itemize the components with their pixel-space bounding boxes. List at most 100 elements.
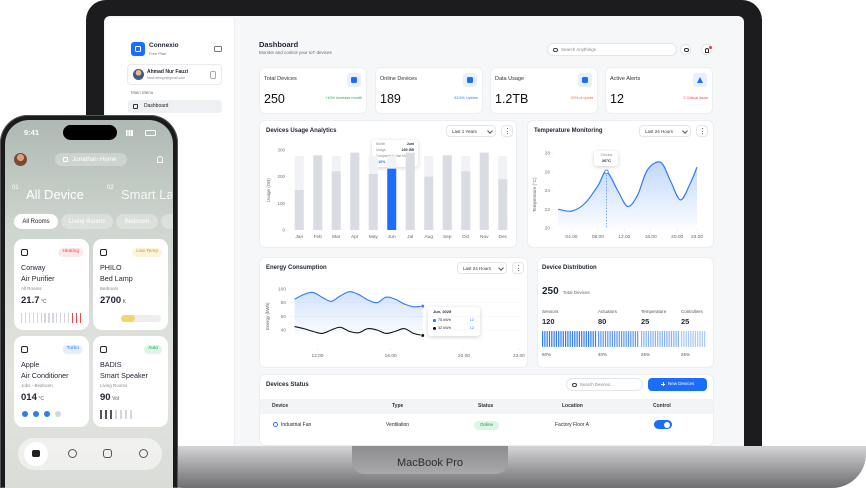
device-model: Air Purifier [21,274,55,283]
group-value: 25 [641,317,650,326]
user-name: Ahmad Nur Fauzi [147,69,189,75]
reading-value: 014 [21,392,37,403]
distribution-card [537,257,714,368]
group-percent: 40% [598,352,608,357]
reading-value: 90 [100,392,111,403]
plus-v [662,382,664,387]
search-icon [553,47,558,52]
laptop-base [150,446,866,488]
level-tick [44,313,46,323]
search-placeholder: Search Devices... [580,382,614,387]
menu-dot [518,270,520,272]
new-device-button[interactable]: New Devices [648,378,707,391]
group-name: Sensors [542,309,559,314]
device-icon [21,249,28,256]
stat-label: Total Devices [264,76,297,82]
device-card[interactable]: Heating Corway Air Purifier All Rooms 21.7 °C [14,239,89,330]
group-name: Temperature [641,309,667,314]
device-card[interactable]: Low Temp PHILO Bed Lamp Bedroom 2700 K [93,239,168,330]
battery [145,130,156,136]
filter-chip[interactable]: Bedroom [116,214,158,229]
tooltip-label: Celcius [600,152,613,157]
profile-card[interactable]: Ahmad Nur Fauzi fauzi.design@gmail.com [127,64,222,85]
menu-button[interactable] [512,262,524,274]
section-number: 01 [12,185,19,191]
app-logo [131,42,145,56]
reading-unit: °C [38,396,44,402]
page-subtitle: Monitor and control your IoT devices [259,50,332,55]
stat-icon [463,73,477,87]
menu-item-active[interactable]: Dashboard [128,100,222,113]
group-value: 25 [681,317,690,326]
nav-icon[interactable] [68,449,77,458]
nav-icon[interactable] [103,449,112,458]
notification-button[interactable] [701,44,712,55]
device-brand: BADIS [100,360,122,369]
control-toggle[interactable] [654,420,672,429]
level-tick [24,313,27,323]
period-dropdown[interactable]: Last 24 Hours [457,262,507,274]
logo-glyph [135,46,141,52]
group-percent: 25% [641,352,651,357]
button-label: New Devices [668,381,695,387]
level-tick [63,313,66,323]
filter-label: All Rooms [22,218,50,225]
chat-button[interactable] [680,44,691,55]
bell-glyph [705,47,709,53]
group-name: Actuators [598,309,618,314]
toggle-knob [664,421,670,428]
page-title: Dashboard [259,40,299,49]
nav-icon[interactable] [139,449,148,458]
search-box[interactable]: Search Anythings [547,43,677,56]
stat-glyph [697,77,703,83]
reading-unit: K [122,299,126,305]
avatar [133,69,144,80]
tooltip-change: +10% [376,160,386,164]
device-card[interactable]: Auto BADIS Smart Speaker Living Rooms 90 Vol [93,336,168,427]
filter-chip[interactable]: Living Rooms [61,214,113,229]
stat-icon [693,73,707,87]
card-title: Device Distribution [542,265,597,271]
menu-icon [133,104,138,109]
avatar [14,153,27,166]
chart-title: Energy Consumption [266,265,327,271]
level-tick [36,313,38,323]
period-dropdown[interactable]: Last 1 Years [446,125,496,137]
tooltip-value: 26°C [601,158,611,164]
stat-glyph [467,77,473,83]
table-search[interactable]: Search Devices... [566,378,643,391]
filter-label: Living Rooms [68,218,106,225]
filter-chip[interactable]: All Rooms [14,214,58,229]
cell: Ventilation [386,422,410,428]
mode-icon [22,411,28,417]
home-selector[interactable]: Jonathan Home [55,153,127,166]
bell-icon[interactable] [157,156,163,163]
chart-title: Temperature Monitoring [534,128,603,134]
mode-icon [44,411,50,417]
sidebar-toggle[interactable] [214,46,222,52]
device-model: Smart Speaker [100,371,148,380]
menu-dot [702,128,704,130]
device-card[interactable]: Turbo Apple Air Conditioner Jobs - Bedroom 0… [14,336,89,427]
stat-label: Data Usage [495,76,525,82]
total-label: Total Devices [563,290,590,295]
notification-dot [709,46,712,49]
column-header: Control [653,403,671,409]
stat-icon [578,73,592,87]
status-badge: Turbo [62,345,83,354]
user-email: fauzi.design@gmail.com [147,76,186,80]
tooltip-change: 12 [469,325,474,330]
menu-item-label: Dashboard [144,103,169,109]
brightness-track [121,315,161,322]
mode-icon [55,411,61,417]
menu-button[interactable] [696,125,708,137]
reading-unit: Vol [112,396,120,402]
group-name: Controllers [681,309,703,314]
menu-dot [507,130,509,132]
period-dropdown[interactable]: Last 24 Hours [639,125,691,137]
device-reading: 2700 K [100,296,160,306]
menu-button[interactable] [501,125,513,137]
chart-title: Devices Usage Analytics [266,128,337,134]
status-badge: Low Temp [132,248,162,257]
